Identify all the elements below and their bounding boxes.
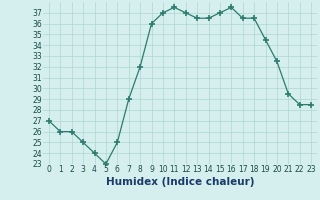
X-axis label: Humidex (Indice chaleur): Humidex (Indice chaleur) (106, 177, 254, 187)
